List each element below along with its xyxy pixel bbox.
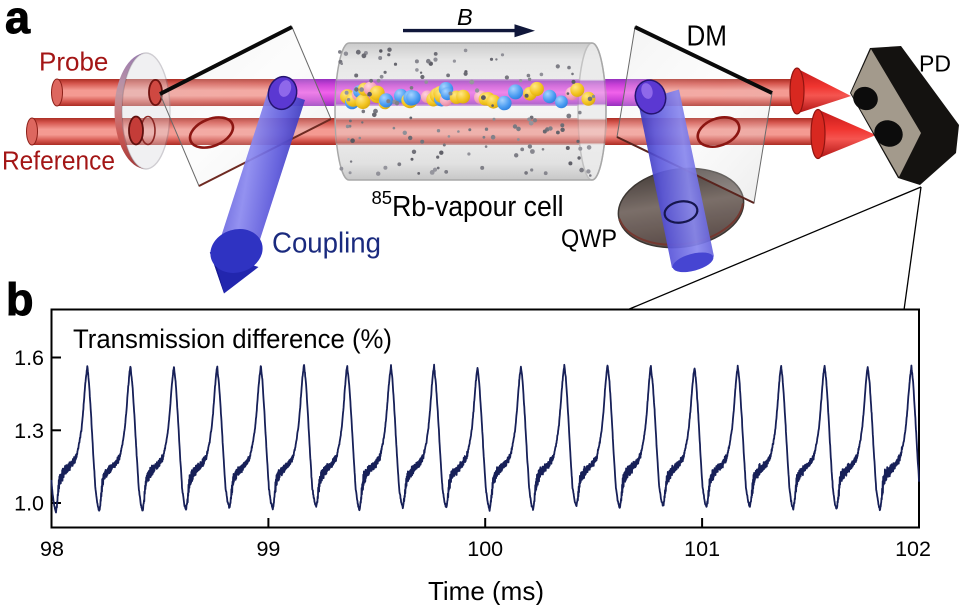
- svg-text:QWP: QWP: [561, 225, 617, 253]
- svg-text:DM: DM: [687, 21, 728, 53]
- svg-text:Transmission difference (%): Transmission difference (%): [73, 324, 392, 354]
- svg-text:Reference: Reference: [2, 148, 115, 176]
- svg-text:102: 102: [895, 537, 931, 561]
- svg-text:1.3: 1.3: [14, 419, 44, 443]
- svg-text:B: B: [457, 4, 473, 30]
- svg-text:Coupling: Coupling: [272, 228, 381, 260]
- svg-text:101: 101: [684, 537, 720, 561]
- svg-text:99: 99: [256, 537, 280, 561]
- svg-text:1.6: 1.6: [14, 346, 44, 370]
- svg-text:PD: PD: [919, 51, 951, 77]
- svg-text:Probe: Probe: [39, 47, 108, 77]
- svg-text:85Rb-vapour cell: 85Rb-vapour cell: [372, 187, 564, 223]
- svg-text:a: a: [5, 0, 31, 43]
- svg-text:Time (ms): Time (ms): [428, 576, 544, 605]
- svg-text:b: b: [6, 274, 34, 325]
- svg-text:98: 98: [40, 537, 64, 561]
- svg-text:100: 100: [467, 537, 503, 561]
- svg-text:1.0: 1.0: [14, 492, 44, 516]
